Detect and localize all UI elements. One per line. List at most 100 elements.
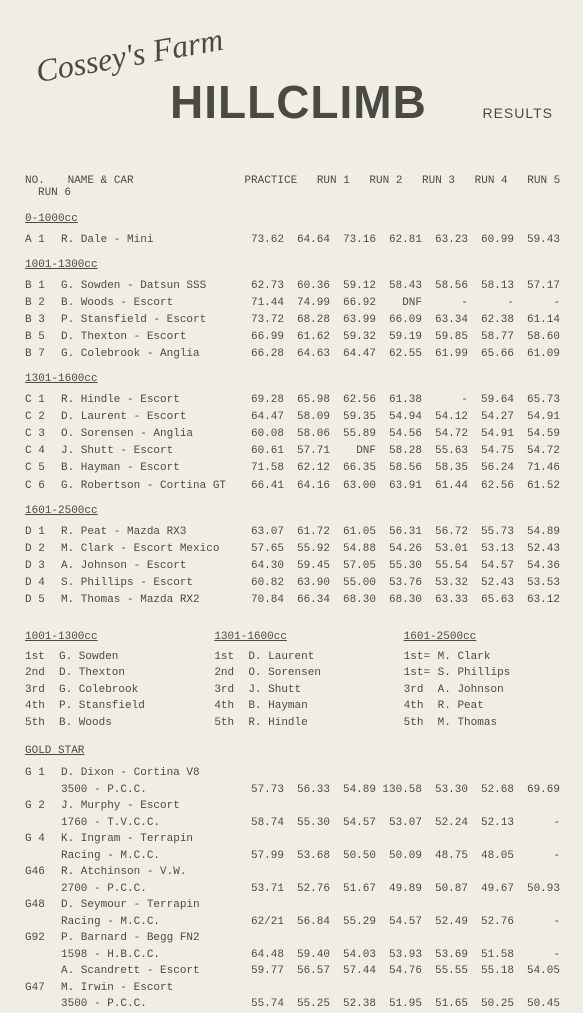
run-time: 51.95 — [376, 996, 422, 1013]
run-time: 59.43 — [514, 232, 560, 249]
entry-no: G 4 — [25, 831, 61, 848]
run-time: 55.30 — [376, 558, 422, 575]
run-time: 49.67 — [468, 881, 514, 898]
run-time: 59.64 — [468, 392, 514, 409]
standings-row: 1stG. Sowden — [25, 649, 184, 666]
run-time: - — [514, 914, 560, 931]
run-time: 58.77 — [468, 329, 514, 346]
standings-row: 3rdJ. Shutt — [214, 682, 373, 699]
classes-container: 0-1000ccA 1R. Dale - Mini73.6264.6473.16… — [25, 213, 563, 609]
run-time: 52.43 — [468, 575, 514, 592]
run-time: - — [514, 947, 560, 964]
run-time: 55.55 — [422, 963, 468, 980]
run-time: 55.89 — [330, 426, 376, 443]
result-row: C 6G. Robertson - Cortina GT66.4164.1663… — [25, 478, 563, 495]
run-time: 53.30 — [422, 782, 468, 799]
run-time: 54.59 — [514, 426, 560, 443]
position: 3rd — [25, 682, 59, 699]
driver-name: G. Sowden — [59, 649, 118, 666]
col-name: NAME & CAR — [68, 175, 236, 187]
practice-time: 57.73 — [229, 782, 284, 799]
practice-time: 73.72 — [229, 312, 284, 329]
result-row: C 4J. Shutt - Escort60.6157.71DNF58.2855… — [25, 443, 563, 460]
run-time: 68.28 — [284, 312, 330, 329]
entry-sub: 1760 - T.V.C.C. — [61, 815, 229, 832]
col-run1: RUN 1 — [304, 175, 350, 187]
practice-time: 69.28 — [229, 392, 284, 409]
practice-time: 53.71 — [229, 881, 284, 898]
class-header: 1301-1600cc — [25, 373, 563, 385]
entry-no: B 1 — [25, 278, 61, 295]
driver-name: D. Thexton — [59, 665, 125, 682]
entry-no: C 1 — [25, 392, 61, 409]
driver-name: R. Hindle — [248, 715, 307, 732]
run-time: 61.52 — [514, 478, 560, 495]
standings-row: 1st=M. Clark — [404, 649, 563, 666]
entry-name: M. Clark - Escort Mexico — [61, 541, 229, 558]
run-time: 65.98 — [284, 392, 330, 409]
driver-name: B. Hayman — [248, 698, 307, 715]
entry-no: B 2 — [25, 295, 61, 312]
driver-name: J. Shutt — [248, 682, 301, 699]
run-time: 59.19 — [376, 329, 422, 346]
run-time: 54.12 — [422, 409, 468, 426]
goldstar-row: G92P. Barnard - Begg FN2 — [25, 930, 563, 947]
run-time: 54.03 — [330, 947, 376, 964]
entry-name: B. Hayman - Escort — [61, 460, 229, 477]
position: 2nd — [214, 665, 248, 682]
driver-name: D. Laurent — [248, 649, 314, 666]
entry-name: S. Phillips - Escort — [61, 575, 229, 592]
practice-time: 66.99 — [229, 329, 284, 346]
run-time: 58.56 — [422, 278, 468, 295]
run-time: 62.56 — [468, 478, 514, 495]
run-time: 65.66 — [468, 346, 514, 363]
standings-row: 3rdG. Colebrook — [25, 682, 184, 699]
entry-name: G. Sowden - Datsun SSS — [61, 278, 229, 295]
entry-name: O. Sorensen - Anglia — [61, 426, 229, 443]
run-time: 57.44 — [330, 963, 376, 980]
run-time: 51.67 — [330, 881, 376, 898]
run-time: - — [468, 295, 514, 312]
entry-name: K. Ingram - Terrapin — [61, 831, 229, 848]
goldstar-subrow: 2700 - P.C.C.53.7152.7651.6749.8950.8749… — [25, 881, 563, 898]
goldstar-subrow: 1760 - T.V.C.C.58.7455.3054.5753.0752.24… — [25, 815, 563, 832]
col-no: NO. — [25, 175, 61, 187]
col-run3: RUN 3 — [409, 175, 455, 187]
run-time: 69.69 — [514, 782, 560, 799]
practice-time: 64.30 — [229, 558, 284, 575]
practice-time: 62/21 — [229, 914, 284, 931]
result-row: B 3P. Stansfield - Escort73.7268.2863.99… — [25, 312, 563, 329]
run-time: DNF — [376, 295, 422, 312]
position: 3rd — [214, 682, 248, 699]
run-time: 54.75 — [468, 443, 514, 460]
run-time: 54.57 — [376, 914, 422, 931]
entry-name: G. Colebrook - Anglia — [61, 346, 229, 363]
goldstar-subrow: 1598 - H.B.C.C.64.4859.4054.0353.9353.69… — [25, 947, 563, 964]
run-time: 58.13 — [468, 278, 514, 295]
run-time: 58.43 — [376, 278, 422, 295]
run-time: 54.57 — [468, 558, 514, 575]
run-time: 52.24 — [422, 815, 468, 832]
practice-time: 60.61 — [229, 443, 284, 460]
driver-name: G. Colebrook — [59, 682, 138, 699]
run-time: 58.09 — [284, 409, 330, 426]
practice-time: 60.08 — [229, 426, 284, 443]
practice-time: 62.73 — [229, 278, 284, 295]
run-time: 57.71 — [284, 443, 330, 460]
class-header: 1001-1300cc — [25, 259, 563, 271]
class-header: 1601-2500cc — [25, 505, 563, 517]
run-time: 54.27 — [468, 409, 514, 426]
entry-no: C 4 — [25, 443, 61, 460]
entry-no: D 1 — [25, 524, 61, 541]
entry-no: G46 — [25, 864, 61, 881]
position: 1st — [214, 649, 248, 666]
run-time: 50.09 — [376, 848, 422, 865]
run-time: 54.89 — [514, 524, 560, 541]
driver-name: P. Stansfield — [59, 698, 145, 715]
entry-no: D 5 — [25, 592, 61, 609]
run-time: - — [422, 295, 468, 312]
entry-name: R. Dale - Mini — [61, 232, 229, 249]
run-time: 54.91 — [514, 409, 560, 426]
run-time: 60.99 — [468, 232, 514, 249]
run-time: 56.31 — [376, 524, 422, 541]
